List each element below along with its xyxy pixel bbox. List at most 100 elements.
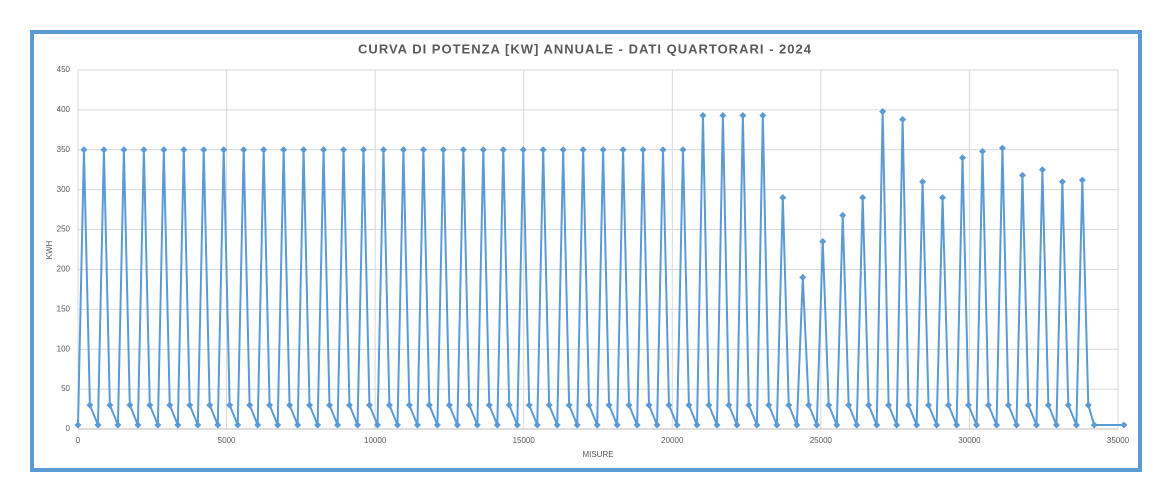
marker [226,401,234,409]
marker [565,401,573,409]
x-tick-label: 20000 [661,436,684,445]
marker [759,111,767,119]
marker [553,421,561,429]
marker [140,146,148,154]
marker [445,401,453,409]
x-tick-label: 25000 [810,436,833,445]
marker [439,146,447,154]
marker [699,111,707,119]
marker [206,401,214,409]
marker [845,401,853,409]
marker [793,421,801,429]
marker [799,273,807,281]
marker [885,401,893,409]
marker [964,401,972,409]
marker [739,111,747,119]
marker [919,178,927,186]
marker [533,421,541,429]
marker [545,401,553,409]
marker [120,146,128,154]
y-tick-label: 150 [57,304,71,313]
marker [86,401,94,409]
marker [993,421,1001,429]
marker [879,107,887,115]
marker [653,421,661,429]
marker [194,421,202,429]
marker [713,421,721,429]
y-tick-label: 400 [57,105,71,114]
marker [1018,171,1026,179]
marker [114,421,122,429]
marker [593,421,601,429]
marker [1024,401,1032,409]
x-tick-label: 10000 [364,436,387,445]
marker [106,401,114,409]
marker [585,401,593,409]
marker [126,401,134,409]
marker [513,421,521,429]
marker [925,401,933,409]
x-tick-label: 15000 [513,436,536,445]
marker [725,401,733,409]
marker [234,421,242,429]
marker [374,421,382,429]
marker [913,421,921,429]
marker [260,146,268,154]
marker [853,421,861,429]
marker [979,147,987,155]
y-tick-label: 450 [57,65,71,74]
marker [326,401,334,409]
y-tick-label: 350 [57,145,71,154]
marker [425,401,433,409]
marker [933,421,941,429]
marker [320,146,328,154]
marker [453,421,461,429]
marker [659,146,667,154]
marker [959,154,967,162]
marker [665,401,673,409]
marker [1044,401,1052,409]
marker [1052,421,1060,429]
marker [559,146,567,154]
marker [485,401,493,409]
marker [300,146,308,154]
marker [539,146,547,154]
marker [479,146,487,154]
marker [306,401,314,409]
marker [825,401,833,409]
marker [998,144,1006,152]
marker [94,421,102,429]
marker [1064,401,1072,409]
x-tick-label: 0 [76,436,81,445]
marker [645,401,653,409]
marker [419,146,427,154]
marker [505,401,513,409]
marker [639,146,647,154]
marker [765,401,773,409]
marker [1032,421,1040,429]
marker [240,146,248,154]
marker [813,421,821,429]
marker [779,194,787,202]
marker [719,111,727,119]
marker [354,421,362,429]
marker [186,401,194,409]
marker [180,146,188,154]
marker [174,421,182,429]
marker [945,401,953,409]
marker [100,146,108,154]
marker [74,421,82,429]
marker [399,146,407,154]
marker [1120,421,1128,429]
marker [773,421,781,429]
y-tick-label: 250 [57,225,71,234]
x-tick-label: 5000 [218,436,236,445]
marker [286,401,294,409]
marker [745,401,753,409]
marker [953,421,961,429]
marker [679,146,687,154]
marker [294,421,302,429]
marker [519,146,527,154]
marker [1004,401,1012,409]
